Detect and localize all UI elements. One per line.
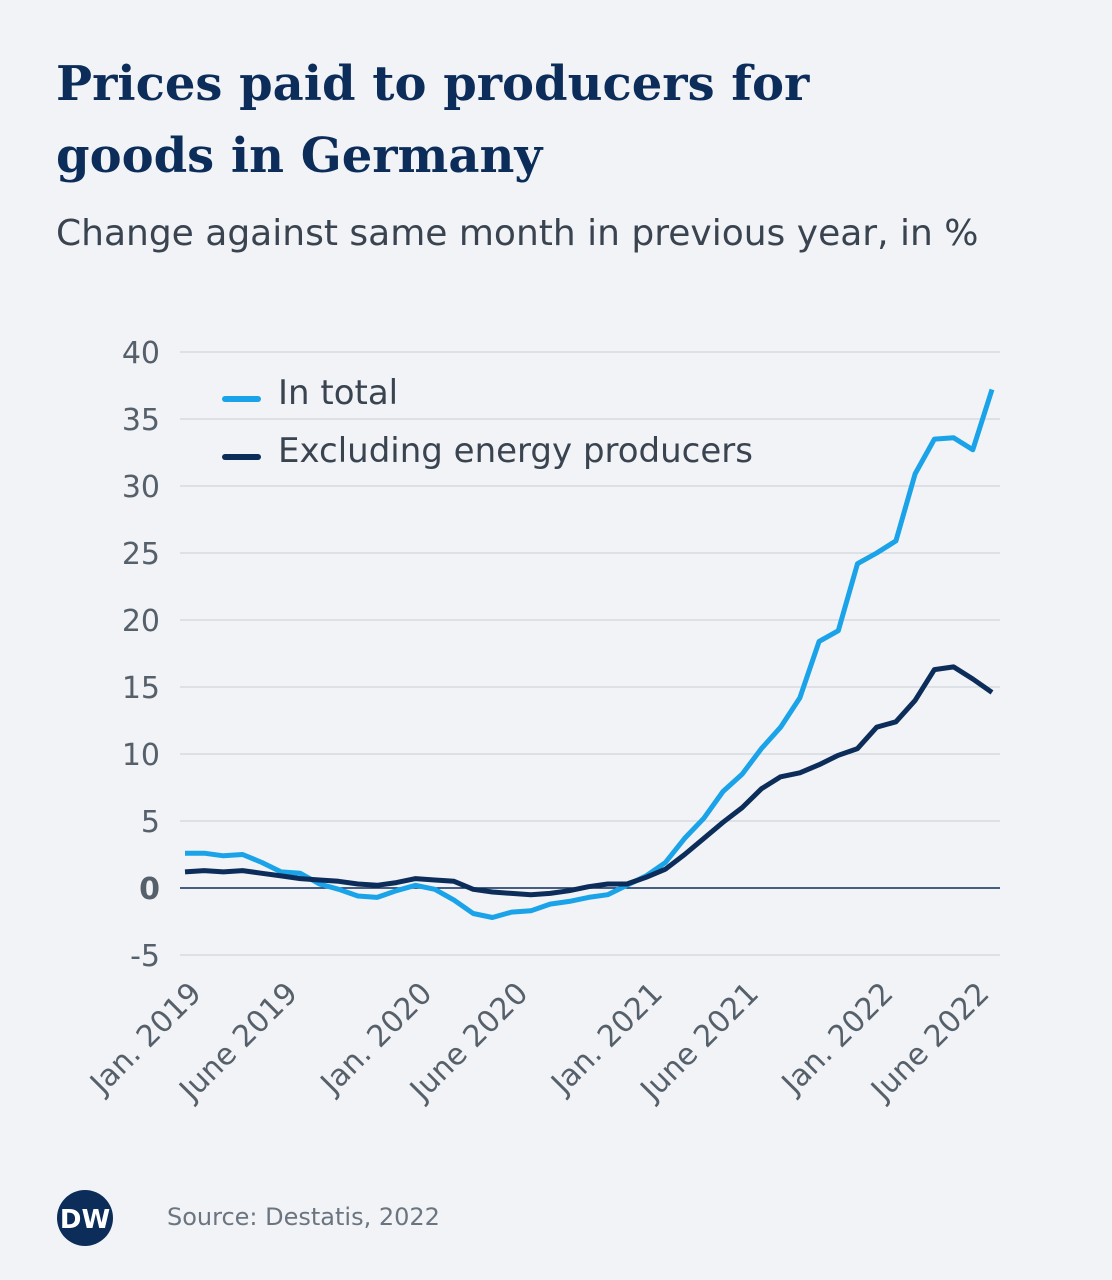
y-tick-label: 30 (122, 470, 160, 505)
y-tick-label: 10 (122, 738, 160, 773)
chart-title: goods in Germany (56, 128, 544, 184)
y-tick-label: 35 (122, 403, 160, 438)
legend-label: Excluding energy producers (278, 431, 753, 471)
legend-label: In total (278, 373, 398, 413)
y-tick-label: 40 (122, 336, 160, 371)
y-tick-label: 20 (122, 604, 160, 639)
y-tick-label: -5 (130, 939, 160, 974)
logo-text: DW (60, 1205, 110, 1235)
source: Source: Destatis, 2022 (167, 1203, 440, 1231)
line-series (184, 664, 994, 898)
y-tick-label: 0 (139, 872, 160, 907)
line-series (185, 388, 995, 920)
y-tick-label: 5 (141, 805, 160, 840)
logo (57, 1190, 113, 1246)
y-tick-label: 25 (122, 537, 160, 572)
y-tick-label: 15 (122, 671, 160, 706)
chart-subtitle: Change against same month in previous ye… (56, 213, 978, 254)
chart-title: Prices paid to producers for (56, 56, 810, 112)
